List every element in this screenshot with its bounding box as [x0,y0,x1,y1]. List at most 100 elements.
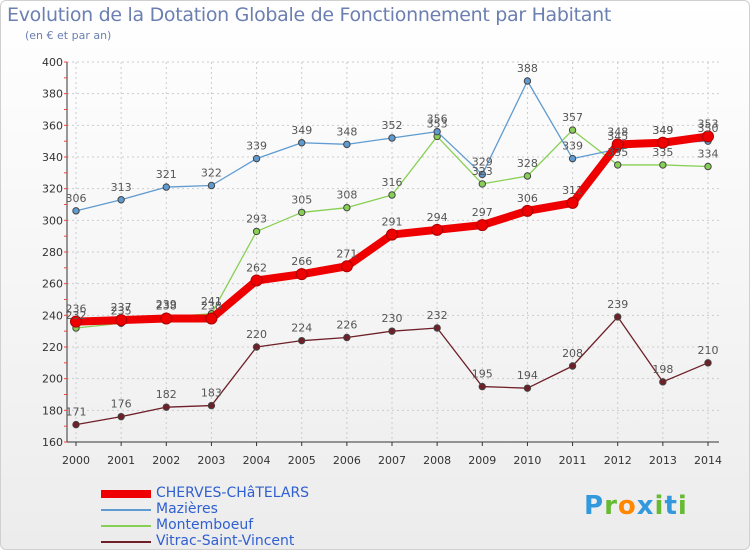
data-point [523,77,532,85]
data-label: 352 [382,119,403,132]
data-label: 339 [562,140,583,153]
y-tick-label: 320 [42,183,63,196]
x-tick-label: 2001 [107,454,135,467]
data-label: 241 [201,295,222,308]
y-tick-label: 400 [42,56,63,69]
y-tick-label: 220 [42,341,63,354]
logo-letter: x [636,491,655,521]
data-label: 171 [66,406,87,419]
y-tick-label: 280 [42,246,63,259]
x-tick-label: 2006 [333,454,361,467]
data-point [614,313,622,321]
data-label: 322 [201,167,222,180]
y-tick-label: 180 [42,404,63,417]
data-point [568,126,577,134]
data-label: 353 [698,117,719,130]
data-point [115,314,128,327]
logo-letter: o [617,491,637,521]
data-label: 194 [517,369,538,382]
y-tick-label: 360 [42,119,63,132]
data-label: 239 [607,298,628,311]
data-label: 323 [472,165,493,178]
data-label: 339 [246,140,267,153]
logo-letter: r [604,491,618,521]
data-point [298,336,306,345]
data-label: 348 [336,125,357,138]
y-tick-label: 340 [42,151,63,164]
data-label: 349 [652,124,673,137]
legend-label: Vitrac-Saint-Vincent [156,533,295,549]
data-label: 356 [427,113,448,126]
y-tick-label: 160 [42,436,63,449]
data-point [72,420,80,429]
data-point [478,180,486,188]
legend-label: CHERVES-CHâTELARS [156,485,310,501]
data-label: 306 [66,192,87,205]
data-label: 328 [517,157,538,170]
data-point [476,219,489,232]
data-label: 271 [336,247,357,260]
data-label: 335 [607,146,628,159]
logo-letter: i [654,491,665,521]
data-point [72,207,80,215]
data-point [250,274,263,287]
data-label: 262 [246,262,267,275]
data-label: 353 [427,117,448,130]
data-point [252,154,261,163]
y-tick-label: 200 [42,373,63,386]
data-label: 226 [336,319,357,332]
data-label: 306 [517,192,538,205]
data-label: 311 [562,184,583,197]
data-point [343,203,351,212]
x-tick-label: 2007 [378,454,406,467]
data-point [388,327,396,335]
x-tick-label: 2010 [513,454,541,467]
data-label: 321 [156,168,177,181]
data-point [343,333,351,342]
data-point [433,324,441,332]
x-tick-label: 2014 [694,454,722,467]
data-label: 238 [201,300,222,313]
x-tick-label: 2003 [197,454,225,467]
chart-title: Evolution de la Dotation Globale de Fonc… [7,4,612,26]
data-point [431,223,444,236]
data-label: 208 [562,347,583,360]
data-label: 305 [291,193,312,206]
data-point [566,196,579,209]
x-tick-label: 2012 [604,454,632,467]
proxiti-logo: Proxiti [584,491,688,521]
data-label: 335 [652,146,673,159]
data-point [207,401,216,410]
data-label: 198 [652,363,673,376]
data-point [298,139,306,147]
data-point [252,227,261,236]
data-label: 183 [201,387,222,400]
data-label: 232 [427,309,448,322]
data-point [340,260,353,273]
data-label: 334 [698,148,719,161]
data-point [388,134,396,142]
data-label: 236 [66,303,87,316]
data-label: 237 [111,301,132,314]
legend-label: Mazières [156,501,218,517]
data-point [702,130,714,143]
data-label: 220 [246,328,267,341]
data-label: 235 [111,304,132,317]
x-tick-label: 2004 [243,454,271,467]
legend-label: Montemboeuf [156,517,254,533]
data-label: 388 [517,62,538,75]
data-point [478,170,486,179]
data-label: 266 [291,255,312,268]
data-point [160,312,173,325]
data-point [478,382,486,391]
data-point [523,172,532,180]
data-label: 350 [698,122,719,135]
data-point [611,138,624,151]
data-point [162,403,170,411]
data-label: 230 [382,312,403,325]
data-point [386,228,398,241]
data-point [117,412,125,421]
data-label: 294 [427,211,448,224]
